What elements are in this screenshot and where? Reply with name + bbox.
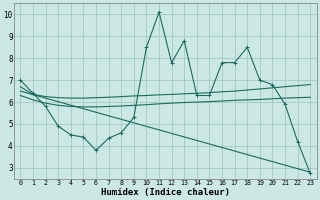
X-axis label: Humidex (Indice chaleur): Humidex (Indice chaleur): [101, 188, 230, 197]
